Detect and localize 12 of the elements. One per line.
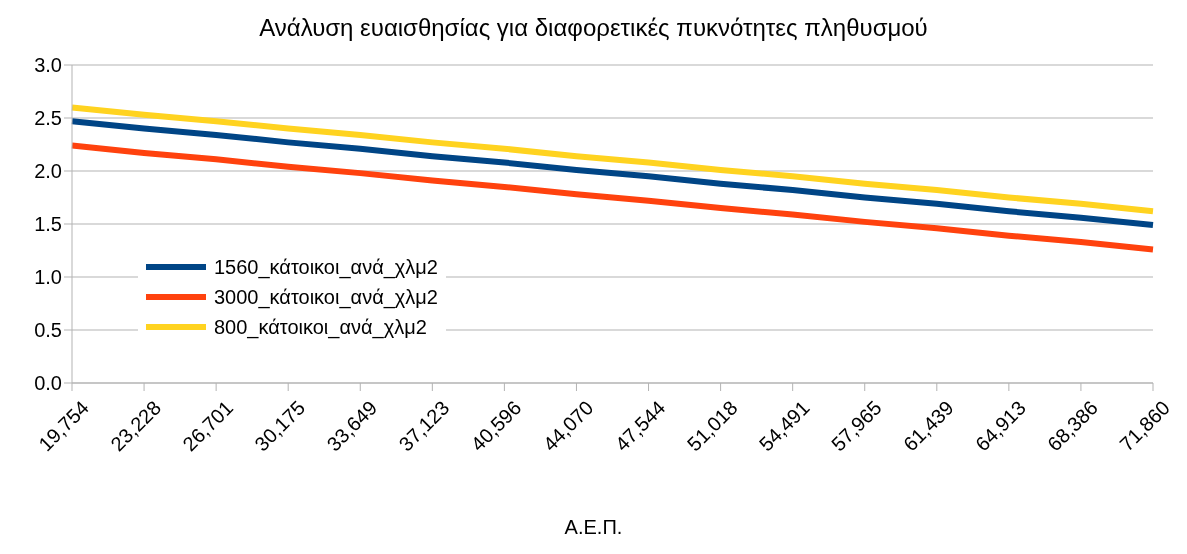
legend-label: 800_κάτοικοι_ανά_χλμ2: [214, 315, 427, 341]
y-tick-label: 0.5: [34, 319, 62, 342]
y-tick-label: 3.0: [34, 54, 62, 77]
y-tick-label: 2.5: [34, 107, 62, 130]
y-tick-label: 2.0: [34, 160, 62, 183]
y-tick-label: 0.0: [34, 372, 62, 395]
chart-title: Ανάλυση ευαισθησίας για διαφορετικές πυκνότητες πληθυσμού: [258, 13, 929, 43]
x-axis-title: Α.Ε.Π.: [563, 516, 624, 539]
y-tick-label: 1.5: [34, 213, 62, 236]
legend-label: 3000_κάτοικοι_ανά_χλμ2: [214, 285, 438, 311]
y-tick-label: 1.0: [34, 266, 62, 289]
legend-label: 1560_κάτοικοι_ανά_χλμ2: [214, 255, 438, 281]
